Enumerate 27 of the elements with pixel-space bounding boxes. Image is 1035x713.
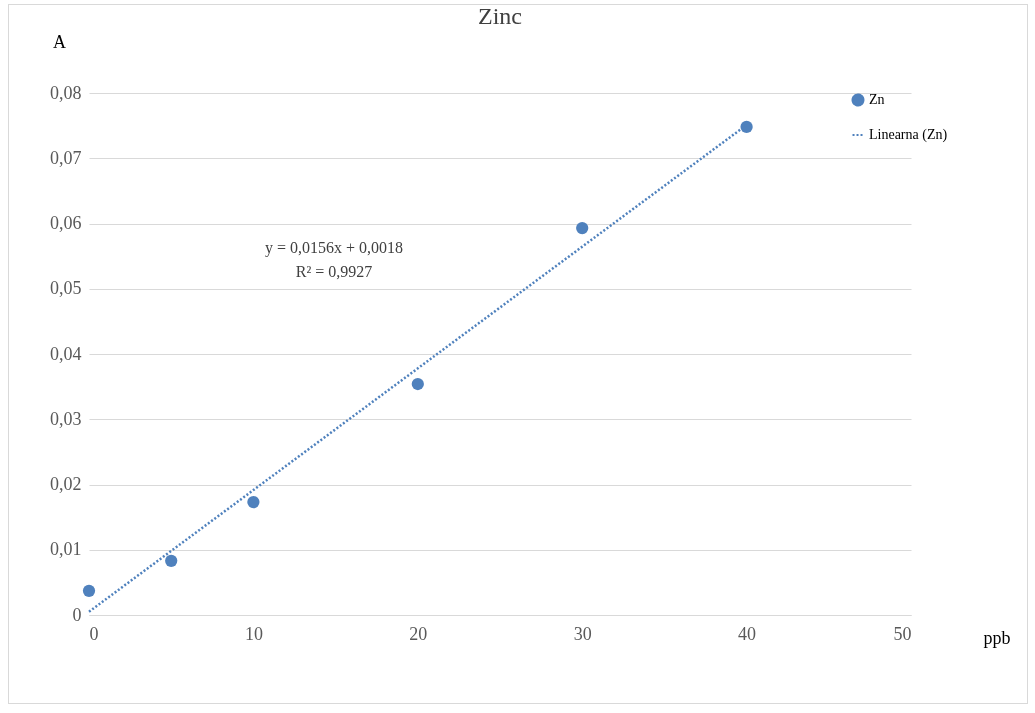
x-tick-label: 40 xyxy=(738,623,757,644)
x-tick-label: 0 xyxy=(89,623,99,644)
point xyxy=(576,221,589,235)
point xyxy=(247,496,260,509)
y-tick-label: 0,04 xyxy=(50,343,82,364)
legend-label: Linearna (Zn) xyxy=(869,127,948,143)
y-tick-label: 0,08 xyxy=(50,82,82,103)
point xyxy=(165,554,178,567)
chart-title: Zinc xyxy=(478,3,522,29)
annotation: y = 0,0156x + 0,0018 xyxy=(264,239,404,257)
y-tick-label: 0,03 xyxy=(50,408,82,429)
y-tick-label: 0,05 xyxy=(50,278,82,299)
x-tick-label: 10 xyxy=(244,623,263,644)
y-axis-title: A xyxy=(53,31,66,52)
y-tick-label: 0,06 xyxy=(50,213,82,233)
x-tick-label: 50 xyxy=(893,623,912,644)
y-tick-label: 0,07 xyxy=(50,147,82,168)
point xyxy=(82,584,96,597)
point xyxy=(411,377,424,391)
x-tick-label: 30 xyxy=(573,623,592,644)
y-tick-label: 0 xyxy=(72,604,82,625)
legend-label: Zn xyxy=(869,92,885,107)
x-axis-title: ppb xyxy=(983,627,1011,648)
y-tick-label: 0,01 xyxy=(50,539,82,560)
x-tick-label: 20 xyxy=(409,623,428,644)
y-tick-label: 0,02 xyxy=(50,474,82,494)
annotation: R² = 0,9927 xyxy=(295,263,373,280)
